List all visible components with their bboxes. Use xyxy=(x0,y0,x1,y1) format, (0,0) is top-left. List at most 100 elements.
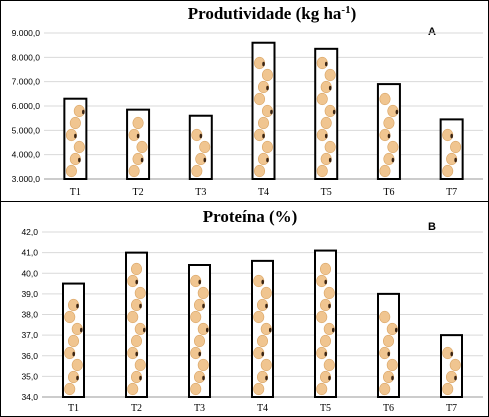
bean-hilum-icon xyxy=(135,351,139,357)
bean-hilum-icon xyxy=(391,375,394,381)
y-tick-label: 38,0 xyxy=(21,310,38,320)
bean-icon xyxy=(131,262,143,276)
bean-icon xyxy=(194,298,206,312)
bean-hilum-icon xyxy=(265,375,268,381)
bean-icon xyxy=(73,140,85,154)
bean-icon xyxy=(134,286,146,300)
x-tick-label: T4 xyxy=(258,187,269,198)
bean-icon xyxy=(68,334,80,348)
bean-icon xyxy=(131,370,143,384)
bean-icon xyxy=(379,92,391,106)
bean-hilum-icon xyxy=(139,375,142,381)
bean-icon xyxy=(256,298,268,312)
bean-icon xyxy=(68,370,80,384)
bean-icon xyxy=(256,334,268,348)
bar-t3 xyxy=(188,264,211,398)
bean-icon xyxy=(191,128,203,142)
bean-hilum-icon xyxy=(76,375,79,381)
x-tick-label: T1 xyxy=(70,187,81,198)
x-tick-label: T2 xyxy=(131,403,142,414)
x-tick-label: T7 xyxy=(446,403,457,414)
bean-icon xyxy=(324,140,336,154)
x-tick-label: T5 xyxy=(321,187,332,198)
bean-hilum-icon xyxy=(203,157,207,163)
bean-icon xyxy=(253,274,265,288)
bean-hilum-icon xyxy=(76,303,79,309)
bean-icon xyxy=(195,152,207,166)
x-tick-label: T5 xyxy=(320,403,331,414)
bean-icon xyxy=(132,152,144,166)
bar-t5 xyxy=(314,249,337,398)
bar-t2 xyxy=(125,251,148,398)
bean-icon xyxy=(442,382,454,396)
x-tick-label: T3 xyxy=(195,187,206,198)
bean-icon xyxy=(379,164,391,178)
bean-icon xyxy=(253,346,265,360)
bean-hilum-icon xyxy=(79,327,83,333)
bean-icon xyxy=(323,286,335,300)
y-tick-label: 35,0 xyxy=(21,371,38,381)
bean-icon xyxy=(257,152,269,166)
x-tick-label: T3 xyxy=(194,403,205,414)
bean-icon xyxy=(316,310,328,324)
bean-hilum-icon xyxy=(454,157,457,163)
bean-icon xyxy=(127,274,139,288)
bean-icon xyxy=(257,80,269,94)
chart-b-panel-label: B xyxy=(428,221,436,233)
bean-icon xyxy=(316,128,328,142)
chart-b-title: Proteína (%) xyxy=(203,207,298,226)
bean-icon xyxy=(190,310,202,324)
bean-icon xyxy=(132,116,144,130)
bean-hilum-icon xyxy=(261,351,265,357)
bean-icon xyxy=(319,298,331,312)
bean-hilum-icon xyxy=(391,157,395,163)
y-tick-label: 4.000,0 xyxy=(12,150,41,160)
bean-icon xyxy=(442,346,454,360)
bean-hilum-icon xyxy=(198,351,202,357)
bean-hilum-icon xyxy=(324,279,328,285)
bar-t7 xyxy=(440,334,463,398)
bean-hilum-icon xyxy=(331,327,335,333)
bean-hilum-icon xyxy=(198,279,202,285)
bean-icon xyxy=(197,286,209,300)
bean-hilum-icon xyxy=(74,133,77,139)
bean-icon xyxy=(131,334,143,348)
bean-hilum-icon xyxy=(261,279,265,285)
y-tick-label: 40,0 xyxy=(21,268,38,278)
bean-icon xyxy=(316,56,328,70)
bean-hilum-icon xyxy=(270,109,273,115)
bean-hilum-icon xyxy=(265,303,268,309)
bean-hilum-icon xyxy=(328,157,332,163)
y-tick-label: 9.000,0 xyxy=(12,28,41,38)
bean-icon xyxy=(387,140,399,154)
bean-icon xyxy=(73,104,85,118)
y-tick-label: 36,0 xyxy=(21,351,38,361)
bean-icon xyxy=(254,128,266,142)
bar-t1 xyxy=(62,282,85,398)
bean-icon xyxy=(254,56,266,70)
bean-hilum-icon xyxy=(332,109,336,115)
bean-icon xyxy=(379,128,391,142)
bean-hilum-icon xyxy=(136,133,140,139)
bean-icon xyxy=(69,152,81,166)
bean-icon xyxy=(134,358,146,372)
bean-icon xyxy=(71,358,83,372)
bean-icon xyxy=(128,128,140,142)
bean-hilum-icon xyxy=(394,327,398,333)
y-tick-label: 7.000,0 xyxy=(12,77,41,87)
bean-icon xyxy=(260,358,272,372)
y-tick-label: 37,0 xyxy=(21,330,38,340)
bean-icon xyxy=(450,140,462,154)
bean-icon xyxy=(383,152,395,166)
bean-icon xyxy=(190,274,202,288)
bean-hilum-icon xyxy=(324,351,328,357)
bean-icon xyxy=(197,358,209,372)
bean-icon xyxy=(320,152,332,166)
bean-icon xyxy=(190,346,202,360)
bean-icon xyxy=(386,322,398,336)
bean-hilum-icon xyxy=(268,327,272,333)
bar-t3 xyxy=(188,114,213,180)
bean-icon xyxy=(319,334,331,348)
bean-hilum-icon xyxy=(199,133,203,139)
bean-icon xyxy=(128,164,140,178)
